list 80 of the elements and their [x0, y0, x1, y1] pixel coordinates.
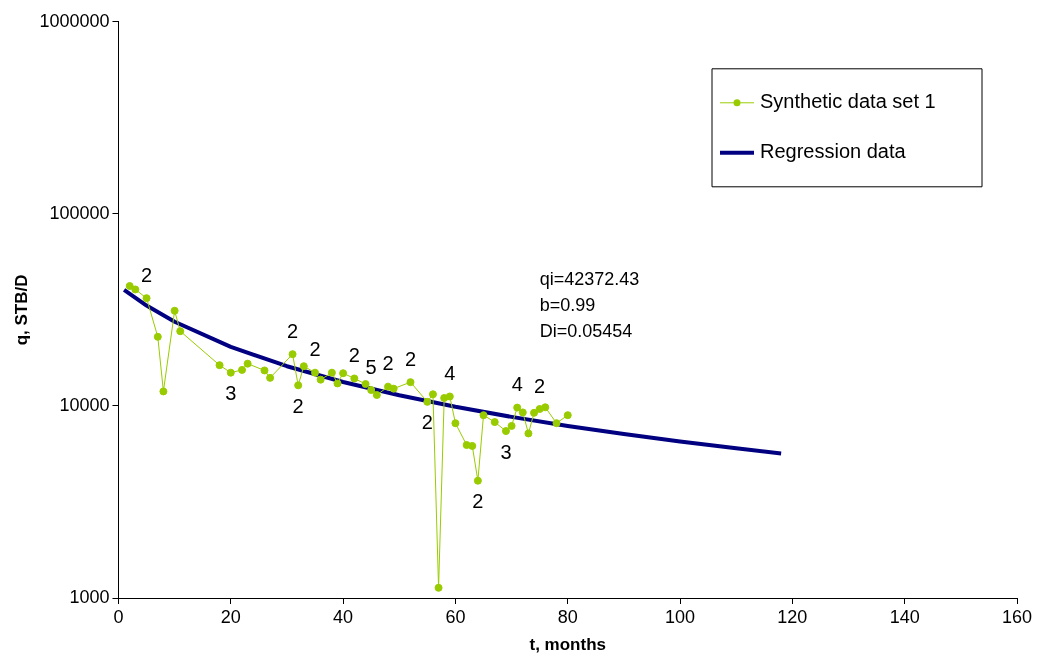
point	[339, 369, 348, 378]
y-axis-title: q, STB/D	[11, 274, 31, 346]
point	[445, 392, 454, 401]
point	[131, 285, 140, 294]
point	[333, 379, 342, 388]
annotation: 3	[500, 440, 512, 463]
point	[243, 359, 252, 368]
point	[406, 378, 415, 387]
point	[311, 368, 320, 377]
point	[490, 418, 499, 427]
point	[367, 386, 376, 395]
point	[125, 282, 134, 291]
x-tick-label: 40	[333, 606, 354, 627]
point	[361, 380, 370, 389]
point	[468, 441, 477, 450]
legend-label: Synthetic data set 1	[760, 90, 936, 113]
point	[226, 368, 235, 377]
x-axis-title: t, months	[529, 635, 606, 655]
y-tick-label: 100000	[49, 202, 110, 223]
point	[552, 419, 561, 428]
point	[327, 368, 336, 377]
x-tick-label: 0	[113, 606, 124, 627]
point	[423, 397, 432, 406]
annotation: qi=42372.43	[539, 269, 640, 290]
x-tick-label: 100	[665, 606, 696, 627]
point	[513, 403, 522, 412]
annotation: 4	[444, 362, 456, 384]
point	[316, 375, 325, 384]
point	[451, 419, 460, 428]
point	[524, 429, 533, 438]
point	[434, 583, 443, 592]
point	[428, 390, 437, 399]
point	[288, 350, 297, 359]
y-tick-label: 1000	[69, 586, 110, 607]
point	[142, 294, 151, 303]
point	[260, 366, 269, 375]
point	[518, 408, 527, 417]
y-tick-label: 10000	[59, 394, 110, 415]
point	[299, 362, 308, 371]
x-tick-label: 60	[445, 606, 466, 627]
annotation: 2	[404, 347, 417, 370]
point	[473, 476, 482, 485]
point	[479, 411, 488, 420]
point	[170, 306, 179, 315]
point	[294, 381, 303, 390]
legend-label: Regression data	[760, 140, 907, 163]
point	[238, 365, 247, 374]
x-tick-label: 80	[557, 606, 578, 627]
annotation: 2	[287, 319, 299, 342]
annotation: 3	[225, 382, 237, 405]
x-tick-label: 160	[1001, 606, 1033, 627]
point	[507, 421, 516, 430]
point	[350, 374, 359, 383]
point	[215, 361, 224, 370]
point	[541, 403, 550, 412]
annotation: 2	[140, 263, 153, 286]
point	[530, 408, 539, 417]
annotation: 2	[382, 352, 394, 375]
point	[159, 387, 168, 396]
y-tick-label: 1000000	[39, 10, 110, 31]
annotation: 2	[472, 490, 484, 513]
point	[372, 391, 381, 399]
annotation: 5	[365, 355, 377, 378]
point	[501, 427, 510, 436]
x-tick-label: 120	[777, 606, 808, 627]
annotation: 2	[292, 394, 304, 417]
point	[563, 411, 572, 420]
annotation: 2	[309, 338, 321, 361]
annotation: Di=0.05454	[539, 321, 633, 342]
x-tick-label: 20	[220, 606, 241, 627]
point	[153, 332, 162, 341]
annotation: 2	[534, 374, 546, 397]
x-tick-label: 140	[889, 606, 920, 627]
point	[389, 384, 398, 393]
annotation: 2	[348, 343, 360, 366]
point	[176, 327, 185, 336]
annotation: 2	[421, 411, 433, 434]
point	[266, 373, 275, 382]
annotation: b=0.99	[539, 295, 596, 316]
annotation: 4	[511, 373, 523, 396]
